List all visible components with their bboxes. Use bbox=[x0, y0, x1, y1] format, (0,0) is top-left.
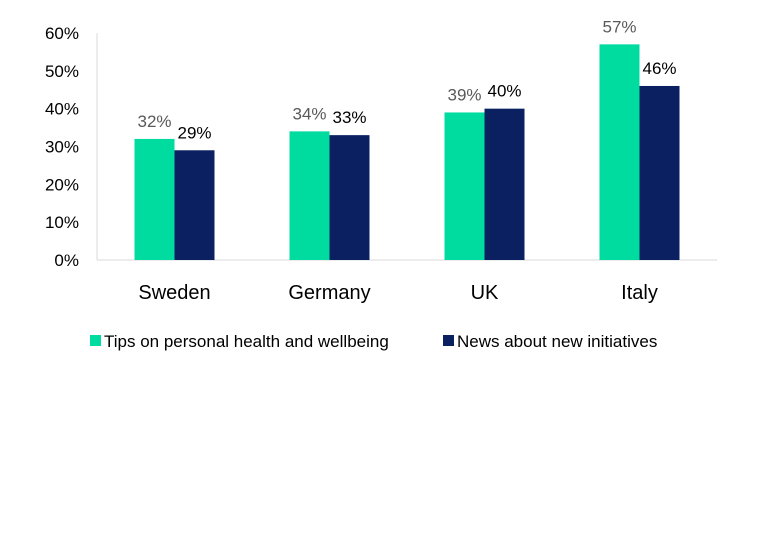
legend-swatch bbox=[443, 335, 454, 346]
y-tick-label: 30% bbox=[45, 138, 79, 157]
bar-series-1 bbox=[444, 112, 485, 260]
x-tick-label: Germany bbox=[288, 282, 370, 304]
x-axis: Sweden Germany UK Italy bbox=[97, 259, 717, 304]
y-tick-label: 0% bbox=[54, 251, 79, 270]
legend-label: Tips on personal health and wellbeing bbox=[104, 332, 389, 351]
y-tick-label: 40% bbox=[45, 100, 79, 119]
x-tick-label: Sweden bbox=[138, 282, 210, 304]
y-tick-label: 50% bbox=[45, 62, 79, 81]
bar-series-2 bbox=[329, 135, 370, 260]
legend-label: News about new initiatives bbox=[457, 332, 657, 351]
data-label: 39% bbox=[447, 85, 481, 104]
bar-series-1 bbox=[599, 44, 640, 260]
bar-series-1 bbox=[289, 131, 330, 260]
bars bbox=[134, 44, 680, 261]
data-label: 57% bbox=[602, 17, 636, 36]
data-label: 34% bbox=[292, 104, 326, 123]
bar-series-2 bbox=[484, 108, 525, 261]
data-label: 33% bbox=[332, 108, 366, 127]
bar-series-2 bbox=[639, 85, 680, 260]
y-axis: 0% 10% 20% 30% 40% 50% 60% bbox=[45, 24, 98, 270]
x-tick-label: UK bbox=[471, 282, 499, 304]
legend-swatch bbox=[90, 335, 101, 346]
data-label: 32% bbox=[137, 112, 171, 131]
bar-series-1 bbox=[134, 138, 175, 260]
y-tick-label: 10% bbox=[45, 213, 79, 232]
bar-series-2 bbox=[174, 150, 215, 260]
y-tick-label: 20% bbox=[45, 175, 79, 194]
data-labels: 32% 29% 34% 33% 39% 40% 57% 46% bbox=[137, 17, 676, 142]
data-label: 46% bbox=[642, 59, 676, 78]
data-label: 29% bbox=[177, 123, 211, 142]
data-label: 40% bbox=[487, 82, 521, 101]
x-tick-label: Italy bbox=[621, 282, 658, 304]
y-tick-label: 60% bbox=[45, 24, 79, 43]
legend: Tips on personal health and wellbeing New… bbox=[90, 332, 657, 351]
